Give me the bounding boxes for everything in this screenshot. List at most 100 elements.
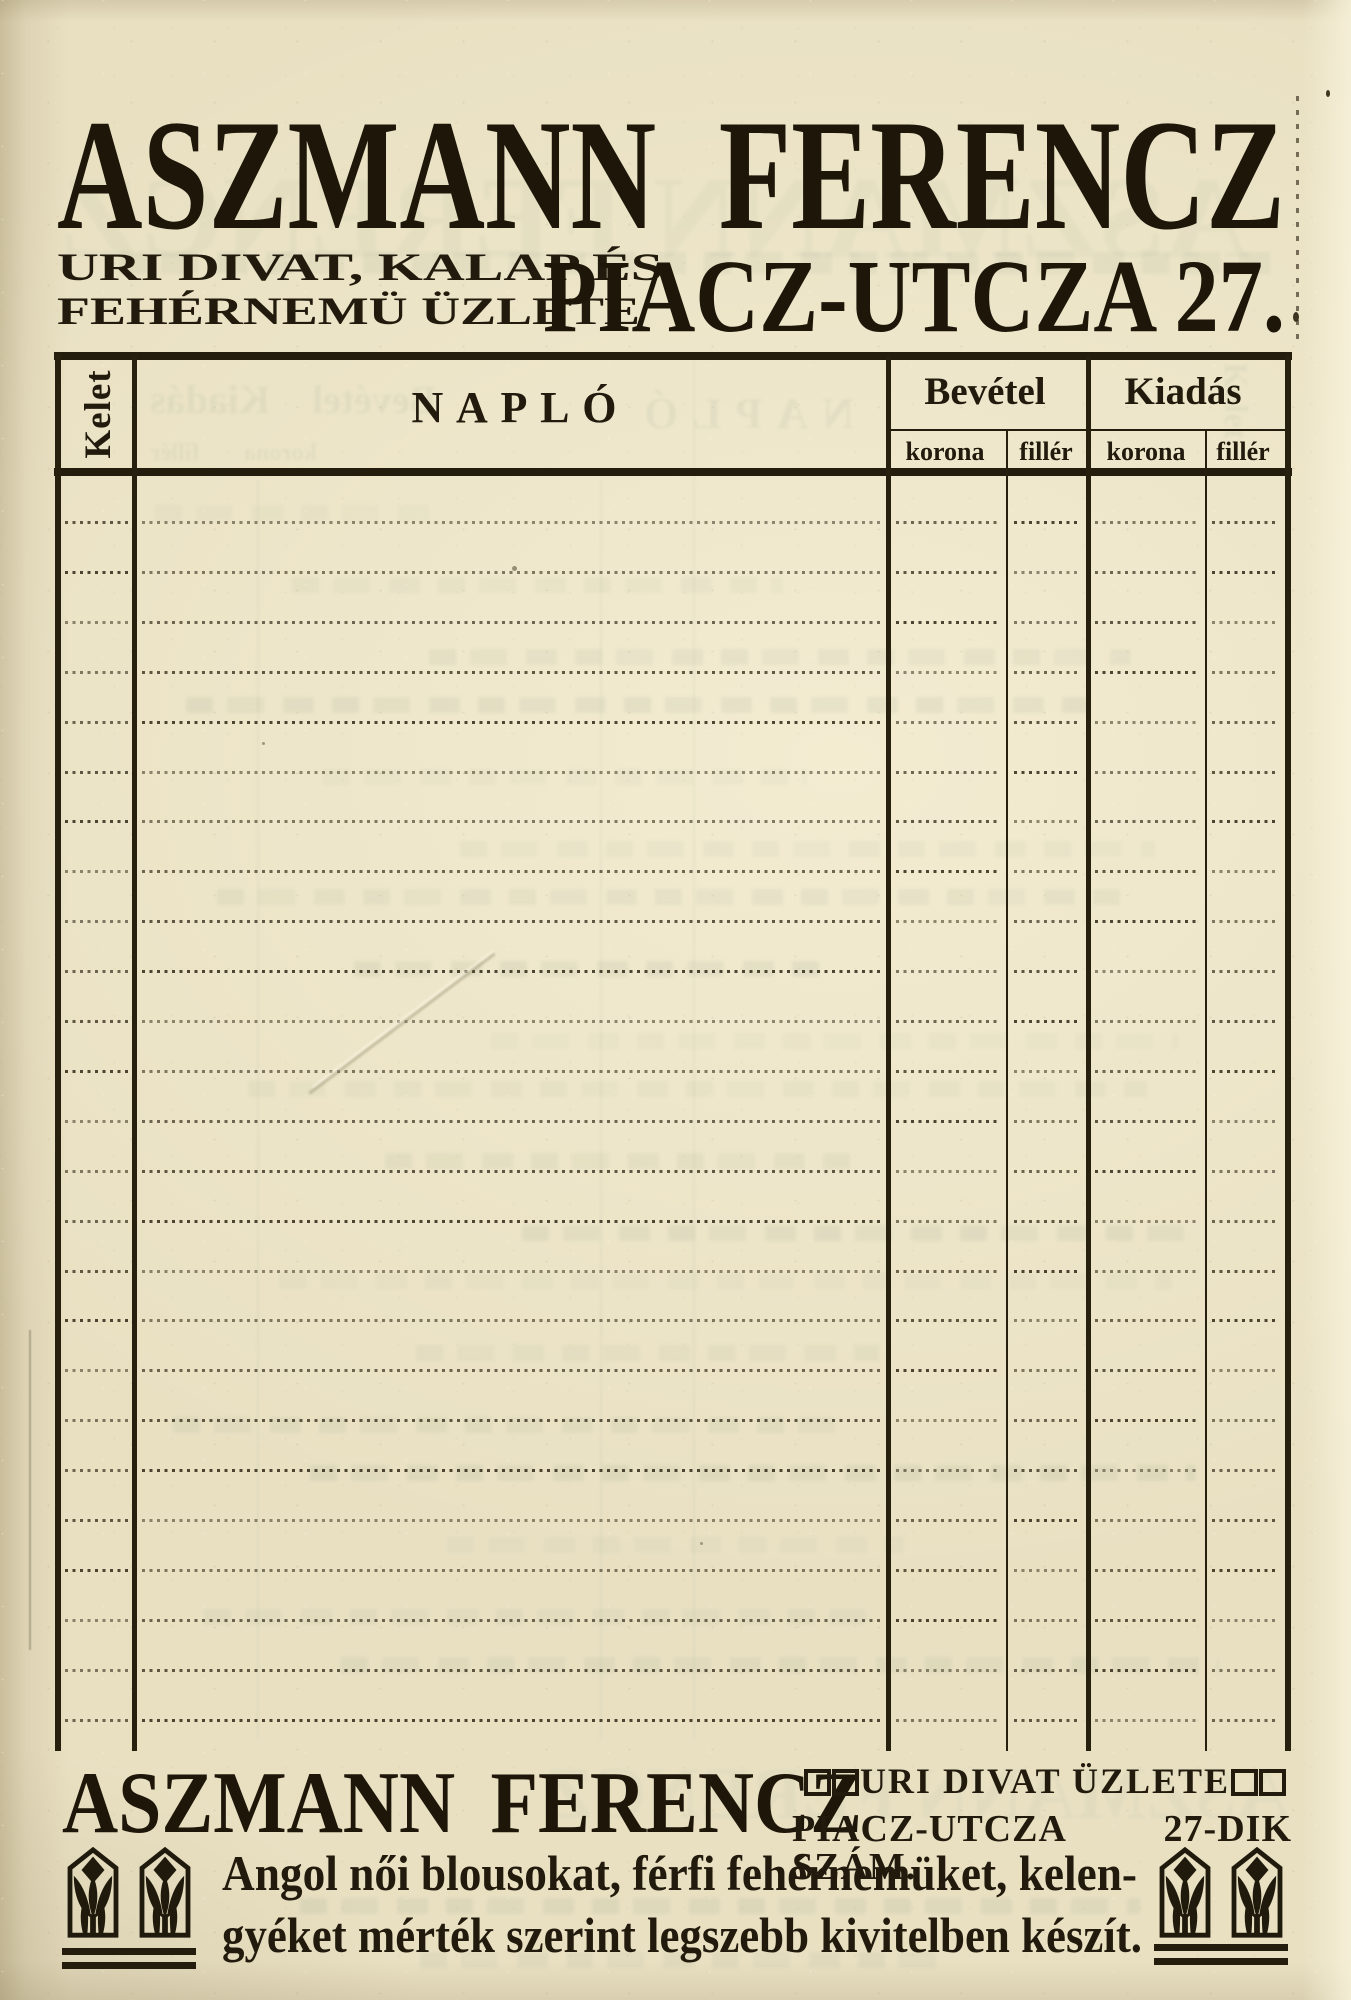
ruled-row-dotted-line xyxy=(142,771,882,774)
ruled-row-dotted-line xyxy=(896,1719,1000,1722)
ornament-square-icon xyxy=(804,1768,831,1796)
header-address: PIACZ-UTCZA 27. xyxy=(543,239,1285,354)
ruled-row-dotted-line xyxy=(1212,671,1278,674)
ruled-row-dotted-line xyxy=(1014,771,1081,774)
ghost-line-bleedthrough xyxy=(522,1225,1203,1241)
footer-address-line: PIACZ-UTCZA 27-DIK SZÁM. xyxy=(792,1808,1292,1888)
ruled-row-dotted-line xyxy=(1014,1070,1081,1073)
ruled-row-dotted-line xyxy=(1014,1120,1081,1123)
ruled-row-dotted-line xyxy=(1014,1020,1081,1023)
ruled-row-dotted-line xyxy=(1212,1719,1278,1722)
footer-tagline-line2: gyéket mérték szerint legszebb kivitelbe… xyxy=(222,1907,1142,1963)
ruled-row-dotted-line xyxy=(142,1569,882,1572)
ruled-row-dotted-line xyxy=(1014,721,1081,724)
ornament-rule xyxy=(62,1962,196,1969)
ruled-row-dotted-line xyxy=(1014,1369,1081,1372)
ruled-row-dotted-line xyxy=(1212,1319,1278,1322)
ruled-row-dotted-line xyxy=(1014,820,1081,823)
ruled-row-dotted-line xyxy=(65,1469,128,1472)
header-block: ASZMANN FERENCZ URI DIVAT, KALAP ÉS FEHÉ… xyxy=(57,88,1285,354)
ornament-rule xyxy=(62,1948,196,1955)
ruled-row-dotted-line xyxy=(142,920,882,923)
ruled-row-dotted-line xyxy=(896,671,1000,674)
ruled-row-dotted-line xyxy=(142,1270,882,1273)
ruled-row-dotted-line xyxy=(1014,1419,1081,1422)
ruled-row-dotted-line xyxy=(1095,1020,1198,1023)
ruled-row-dotted-line xyxy=(1212,1669,1278,1672)
ink-speck xyxy=(1326,90,1330,97)
page-title: ASZMANN FERENCZ xyxy=(57,88,1285,263)
ruled-row-dotted-line xyxy=(65,1419,128,1422)
ruled-row-dotted-line xyxy=(142,1369,882,1372)
ruled-row-dotted-line xyxy=(1014,1319,1081,1322)
ghost-line-bleedthrough xyxy=(292,577,783,593)
ruled-row-dotted-line xyxy=(65,1669,128,1672)
ruled-row-dotted-line xyxy=(896,621,1000,624)
ruled-row-dotted-line xyxy=(1095,1569,1198,1572)
header-subtitle-line1: URI DIVAT, KALAP ÉS xyxy=(57,245,663,289)
ruled-row-dotted-line xyxy=(896,1270,1000,1273)
ruled-row-dotted-line xyxy=(65,621,128,624)
ghost-line-bleedthrough xyxy=(354,961,831,977)
ruled-row-dotted-line xyxy=(1212,1519,1278,1522)
ghost-line-bleedthrough xyxy=(491,1033,1179,1049)
expense-minor-currency-header: fillér xyxy=(1216,437,1269,466)
footer-shop-label: URI DIVAT ÜZLETE xyxy=(859,1761,1231,1801)
ruled-row-dotted-line xyxy=(1095,1369,1198,1372)
ruled-row-dotted-line xyxy=(65,721,128,724)
ruled-row-dotted-line xyxy=(65,1020,128,1023)
ruled-row-dotted-line xyxy=(1212,1419,1278,1422)
ruled-row-dotted-line xyxy=(65,771,128,774)
income-subcolumn-divider xyxy=(1006,431,1008,1751)
ornament-square-icon xyxy=(831,1768,859,1796)
ruled-row-dotted-line xyxy=(65,1369,128,1372)
ruled-row-dotted-line xyxy=(1095,1619,1198,1622)
ruled-row-dotted-line xyxy=(142,1469,882,1472)
ghost-line-bleedthrough xyxy=(460,841,1155,857)
ornament-square-icon xyxy=(1231,1768,1259,1796)
ruled-row-dotted-line xyxy=(1014,1469,1081,1472)
ruled-row-dotted-line xyxy=(1212,1469,1278,1472)
perforation-dots xyxy=(1296,96,1299,346)
income-column-divider xyxy=(886,356,891,1751)
ghost-line-bleedthrough xyxy=(204,1609,871,1625)
ruled-row-dotted-line xyxy=(896,1469,1000,1472)
ruled-row-dotted-line xyxy=(1095,1669,1198,1672)
ruled-row-dotted-line xyxy=(1014,1170,1081,1173)
ruled-row-dotted-line xyxy=(1095,1469,1198,1472)
ghost-line-bleedthrough xyxy=(420,1952,940,1968)
income-minor-currency-header: fillér xyxy=(1019,437,1072,466)
ruled-row-dotted-line xyxy=(1095,1270,1198,1273)
ruled-row-dotted-line xyxy=(1095,1519,1198,1522)
ornament-square-icon xyxy=(1259,1768,1286,1796)
ruled-row-dotted-line xyxy=(1014,1569,1081,1572)
expense-column-divider xyxy=(1086,356,1091,1751)
ruled-row-dotted-line xyxy=(896,1569,1000,1572)
ruled-row-dotted-line xyxy=(65,521,128,524)
ruled-row-dotted-line xyxy=(142,820,882,823)
ruled-row-dotted-line xyxy=(896,1120,1000,1123)
ghost-line-bleedthrough xyxy=(186,697,1099,713)
ruled-row-dotted-line xyxy=(142,1619,882,1622)
ruled-row-dotted-line xyxy=(65,1569,128,1572)
ruled-row-dotted-line xyxy=(142,571,882,574)
date-column-divider xyxy=(132,356,137,1751)
ruled-row-dotted-line xyxy=(1095,671,1198,674)
paper-crease xyxy=(29,1330,31,1650)
ruled-row-dotted-line xyxy=(1212,920,1278,923)
ruled-row-dotted-line xyxy=(65,1319,128,1322)
ruled-row-dotted-line xyxy=(1014,970,1081,973)
ink-speck xyxy=(512,566,517,571)
footer-block: ASZMANN FERENCZ Angol női blousokat, fér… xyxy=(62,1755,1142,1963)
ruled-row-dotted-line xyxy=(896,1519,1000,1522)
ruled-row-dotted-line xyxy=(896,870,1000,873)
ruled-row-dotted-line xyxy=(142,1719,882,1722)
ruled-row-dotted-line xyxy=(1014,1270,1081,1273)
ruled-row-dotted-line xyxy=(896,771,1000,774)
expense-subcolumn-divider xyxy=(1205,431,1207,1751)
ruled-row-dotted-line xyxy=(65,920,128,923)
ghost-line-bleedthrough xyxy=(120,252,1270,274)
